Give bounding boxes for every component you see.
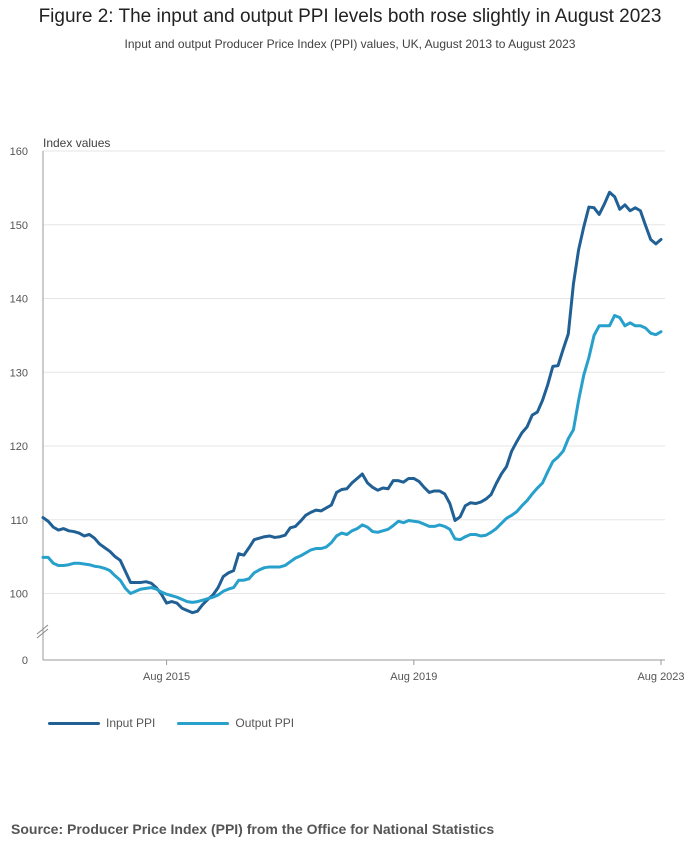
axis-break-marker [36, 624, 49, 639]
x-tick-label: Aug 2019 [390, 671, 437, 683]
legend-item-input: Input PPI [48, 716, 155, 730]
legend-label-input: Input PPI [106, 716, 156, 730]
legend-swatch-output [177, 721, 230, 725]
legend: Input PPI Output PPI [48, 716, 294, 730]
y-tick-label: 0 [22, 655, 28, 667]
y-tick-label: 140 [10, 294, 28, 306]
y-tick-label: 130 [10, 367, 28, 379]
legend-item-output: Output PPI [177, 716, 294, 730]
y-tick-label: 150 [10, 220, 28, 232]
y-tick-label: 110 [10, 515, 28, 527]
input-ppi-line [41, 190, 663, 615]
y-tick-label: 100 [10, 589, 28, 601]
y-axis: 0 100 110 120 130 140 150 160 [10, 146, 44, 667]
series-layer [41, 190, 663, 615]
x-tick-label: Aug 2015 [143, 671, 190, 683]
x-axis: Aug 2015 Aug 2019 Aug 2023 [43, 659, 685, 683]
output-ppi-line [41, 313, 663, 604]
y-axis-label: Index values [43, 136, 110, 150]
grid-lines [43, 150, 665, 594]
y-tick-label: 160 [10, 146, 28, 158]
chart-subtitle: Input and output Producer Price Index (P… [124, 37, 576, 51]
y-tick-label: 120 [10, 441, 28, 453]
legend-label-output: Output PPI [235, 716, 295, 730]
source-note: Source: Producer Price Index (PPI) from … [11, 821, 495, 837]
chart-title: Figure 2: The input and output PPI level… [38, 6, 662, 27]
x-tick-label: Aug 2023 [637, 671, 684, 683]
legend-swatch-input [48, 721, 100, 725]
